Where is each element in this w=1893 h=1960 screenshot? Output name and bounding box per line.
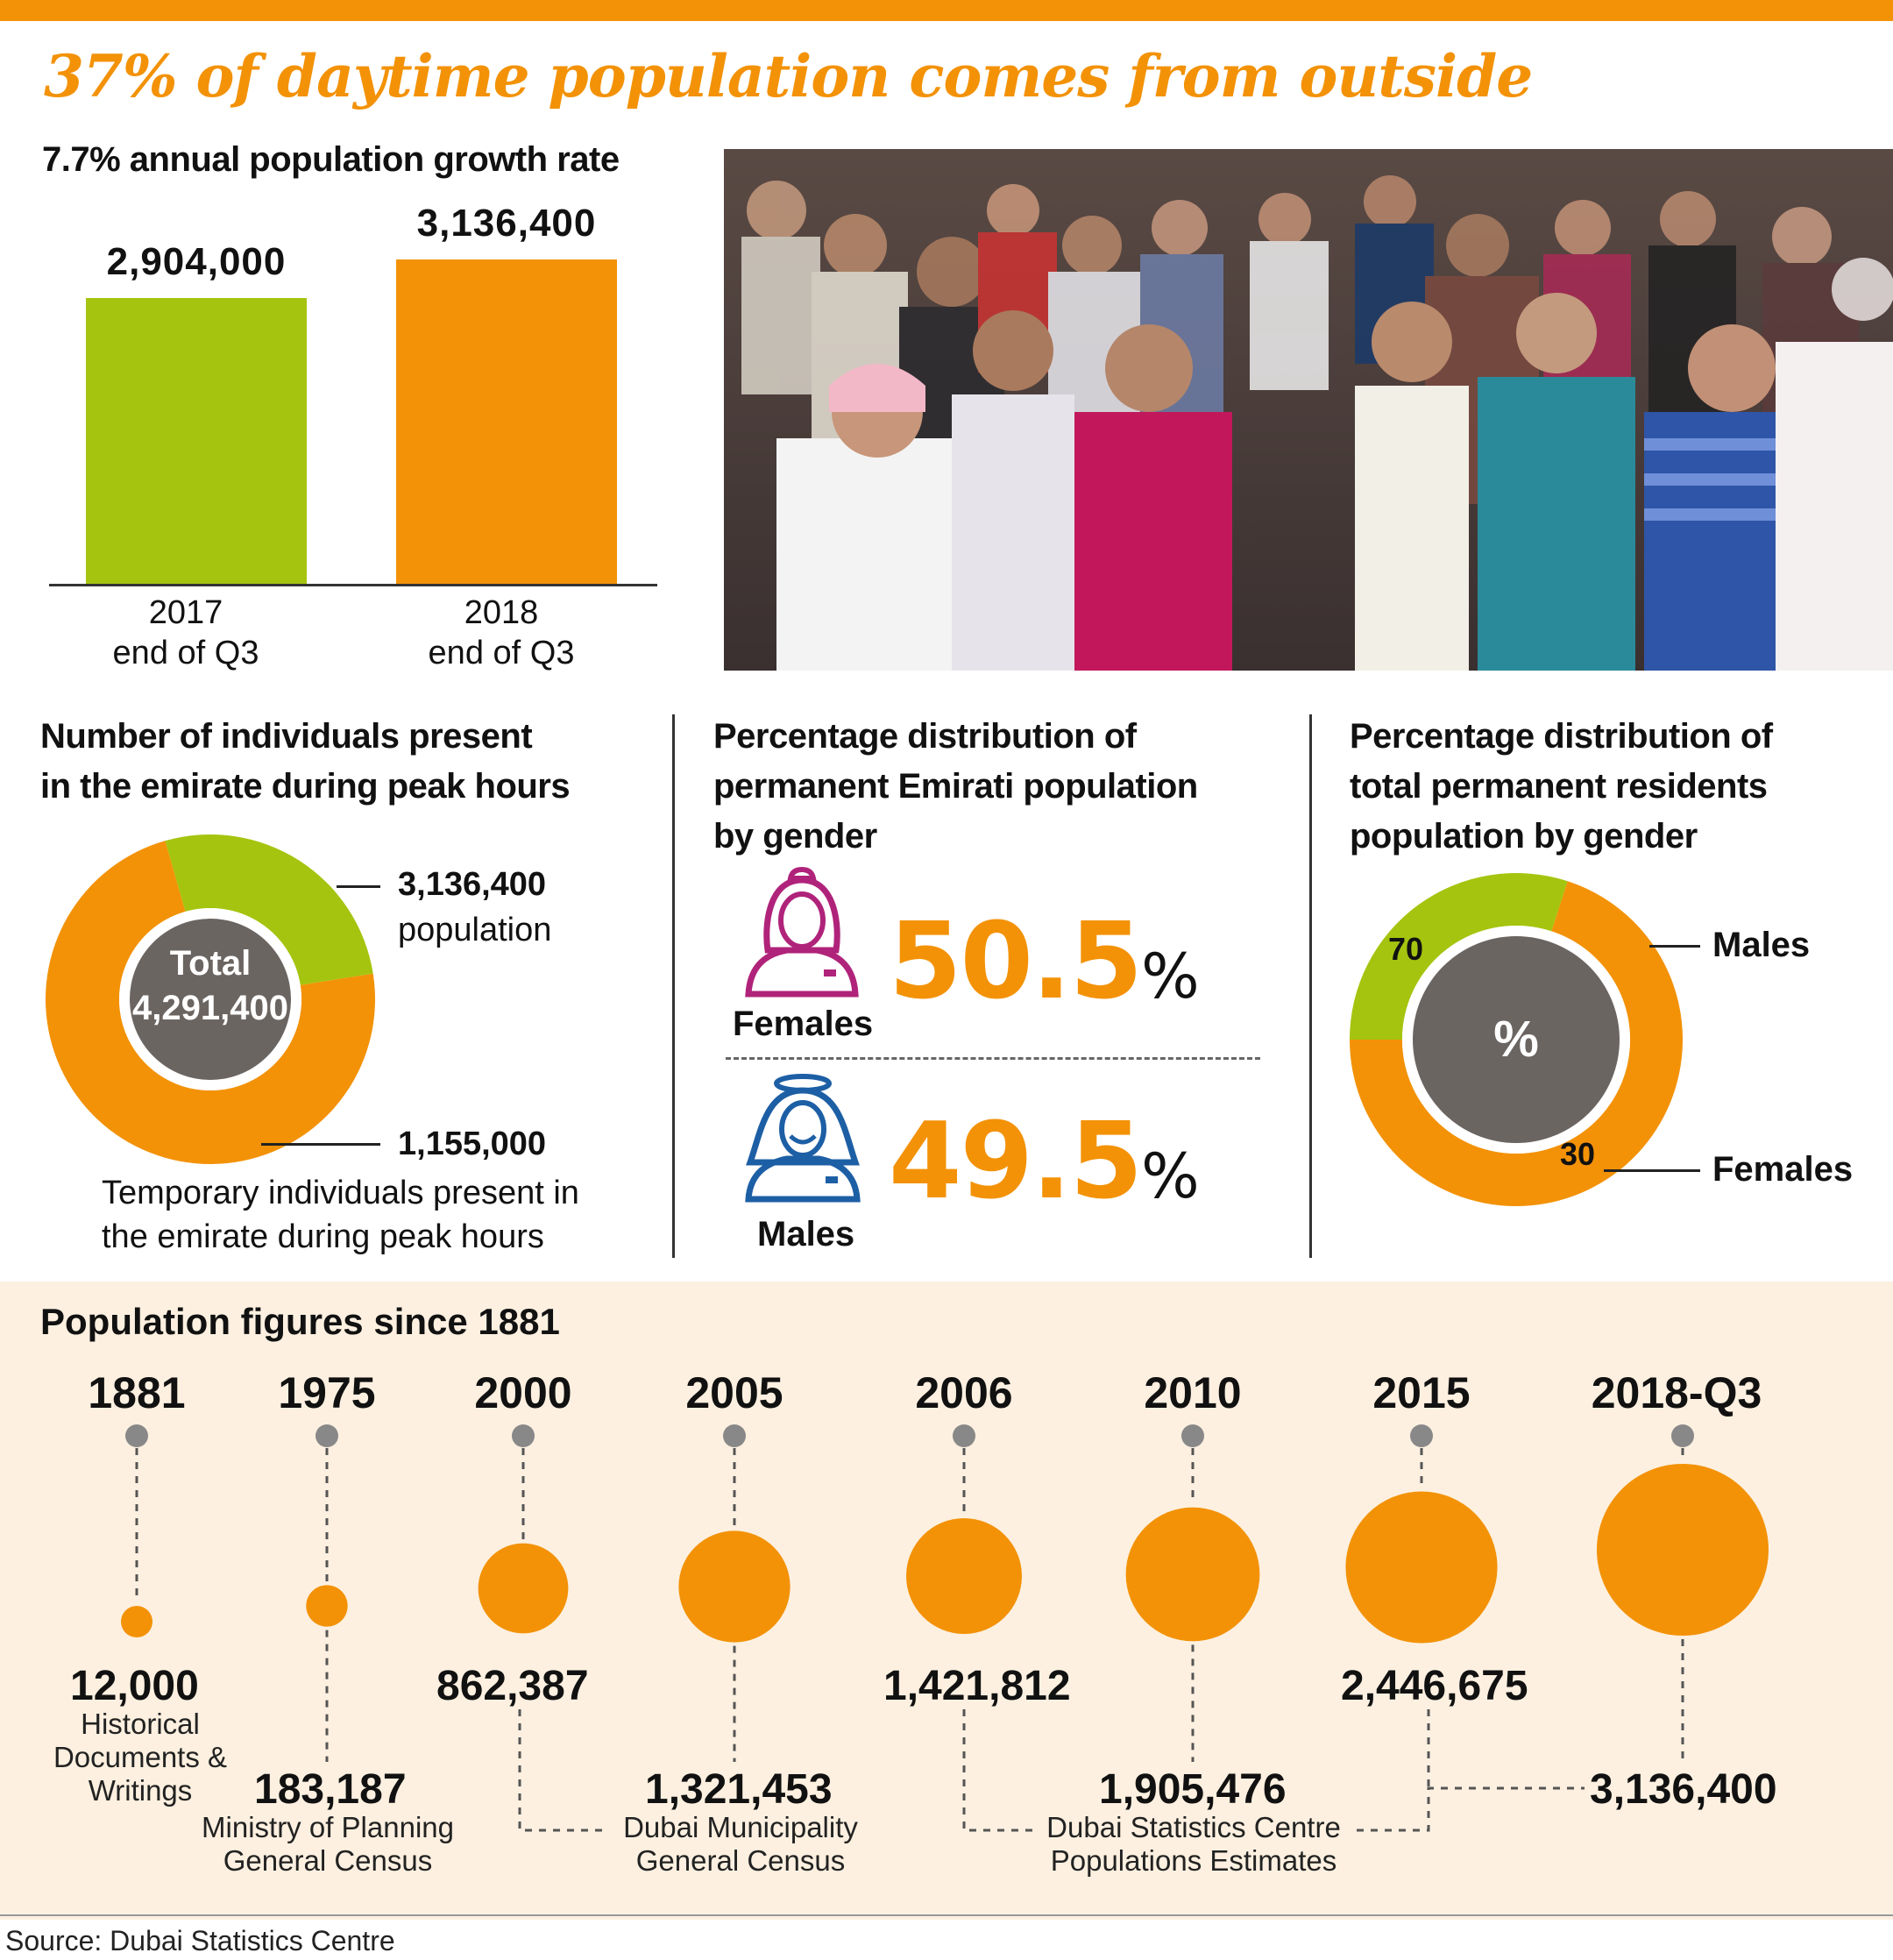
timeline-dot-2000 bbox=[512, 1424, 535, 1447]
peak-slice-temporary bbox=[165, 834, 373, 985]
year-2006: 2006 bbox=[915, 1368, 1013, 1417]
female-percentage: 50.5% bbox=[889, 901, 1200, 1023]
divider-1 bbox=[672, 714, 675, 1258]
timeline-dot-2015 bbox=[1410, 1424, 1433, 1447]
male-person-icon bbox=[745, 1074, 861, 1203]
value-1975: 183,187 bbox=[254, 1766, 407, 1813]
timeline-bubble-1975 bbox=[306, 1585, 348, 1627]
residents-slice-males bbox=[1350, 881, 1684, 1207]
connector-2000 bbox=[518, 1709, 605, 1832]
emirati-title: Percentage distribution of permanent Emir… bbox=[713, 717, 1198, 856]
bar-baseline bbox=[49, 584, 657, 586]
source-1975: Ministry of Planning General Census bbox=[202, 1811, 454, 1877]
bar-2017-value: 2,904,000 bbox=[106, 240, 287, 283]
residents-center-disc bbox=[1413, 936, 1620, 1143]
peak-population-value: 3,136,400 bbox=[398, 866, 547, 903]
leader-line-females bbox=[1604, 1169, 1700, 1172]
leader-line-temporary bbox=[261, 1143, 380, 1146]
crowd-photo bbox=[724, 149, 1893, 671]
timeline-title: Population figures since 1881 bbox=[40, 1301, 560, 1342]
peak-temporary-label: Temporary individuals present in the emir… bbox=[102, 1175, 579, 1255]
source-2005: Dubai Municipality General Census bbox=[623, 1811, 858, 1877]
year-2005: 2005 bbox=[685, 1368, 783, 1417]
value-2005: 1,321,453 bbox=[645, 1766, 833, 1813]
bar-2017 bbox=[86, 298, 307, 584]
value-2015: 2,446,675 bbox=[1341, 1663, 1528, 1709]
bar-2018-value: 3,136,400 bbox=[416, 202, 597, 245]
residents-female-label: Females bbox=[1712, 1150, 1854, 1189]
residents-center-label: % bbox=[1493, 1011, 1539, 1068]
timeline-dot-2018-Q3 bbox=[1671, 1424, 1694, 1447]
timeline-bubble-2005 bbox=[678, 1530, 791, 1643]
bar-2017-label: 2017 end of Q3 bbox=[112, 594, 259, 671]
peak-total-value: 4,291,400 bbox=[132, 989, 288, 1027]
value-2018-q3: 3,136,400 bbox=[1590, 1766, 1777, 1813]
bar-2018-label: 2018 end of Q3 bbox=[428, 594, 575, 671]
residents-slice-females bbox=[1350, 872, 1568, 1040]
timeline-dot-1975 bbox=[316, 1424, 338, 1447]
footer-rule bbox=[0, 1914, 1893, 1916]
timeline-dot-2010 bbox=[1181, 1424, 1204, 1447]
leader-line-males bbox=[1649, 945, 1700, 948]
peak-population-label: population bbox=[398, 912, 552, 948]
headline: 37% of daytime population comes from out… bbox=[44, 42, 1533, 110]
year-1881: 1881 bbox=[88, 1368, 186, 1417]
bar-2018 bbox=[396, 259, 617, 584]
timeline-bubble-2018-Q3 bbox=[1597, 1464, 1769, 1636]
growth-subtitle: 7.7% annual population growth rate bbox=[42, 140, 620, 179]
timeline-bubble-1881 bbox=[121, 1606, 152, 1637]
value-2010: 1,905,476 bbox=[1099, 1766, 1287, 1813]
value-2006: 1,421,812 bbox=[883, 1663, 1071, 1709]
year-2000: 2000 bbox=[474, 1368, 572, 1417]
divider-2 bbox=[1309, 714, 1312, 1258]
connector-2015 bbox=[1357, 1786, 1585, 1832]
top-accent-bar bbox=[0, 0, 1893, 21]
timeline-bubble-2006 bbox=[906, 1518, 1022, 1634]
peak-center-disc bbox=[130, 919, 291, 1080]
female-person-icon bbox=[745, 866, 859, 998]
peak-slice-population bbox=[45, 841, 376, 1164]
year-2018-q3: 2018-Q3 bbox=[1591, 1368, 1762, 1417]
peak-title: Number of individuals present in the emir… bbox=[40, 717, 571, 806]
male-percentage: 49.5% bbox=[889, 1101, 1200, 1223]
residents-female-value: 30 bbox=[1560, 1136, 1596, 1172]
residents-male-value: 70 bbox=[1388, 931, 1424, 967]
source-credit: Source: Dubai Statistics Centre bbox=[5, 1925, 395, 1956]
timeline-bubble-2000 bbox=[478, 1543, 569, 1634]
timeline-bubble-2015 bbox=[1345, 1491, 1498, 1644]
value-2000: 862,387 bbox=[436, 1663, 589, 1709]
peak-total-label: Total bbox=[169, 944, 252, 983]
female-label: Females bbox=[733, 1005, 874, 1043]
source-1881: Historical Documents & Writings bbox=[53, 1708, 228, 1807]
year-2010: 2010 bbox=[1144, 1368, 1242, 1417]
leader-line-population bbox=[337, 885, 380, 888]
year-2015: 2015 bbox=[1372, 1368, 1471, 1417]
timeline-dot-1881 bbox=[125, 1424, 148, 1447]
residents-male-label: Males bbox=[1712, 926, 1811, 964]
timeline-bubble-2010 bbox=[1125, 1507, 1260, 1642]
gender-divider bbox=[726, 1057, 1260, 1060]
peak-temporary-value: 1,155,000 bbox=[398, 1126, 547, 1162]
source-2010: Dubai Statistics Centre Populations Estim… bbox=[1046, 1811, 1341, 1877]
connector-2006 bbox=[962, 1709, 1034, 1832]
year-1975: 1975 bbox=[278, 1368, 376, 1417]
timeline-dot-2005 bbox=[723, 1424, 746, 1447]
male-label: Males bbox=[757, 1215, 855, 1253]
value-1881: 12,000 bbox=[70, 1663, 199, 1709]
timeline-dot-2006 bbox=[953, 1424, 975, 1447]
residents-title: Percentage distribution of total permanen… bbox=[1350, 717, 1773, 856]
